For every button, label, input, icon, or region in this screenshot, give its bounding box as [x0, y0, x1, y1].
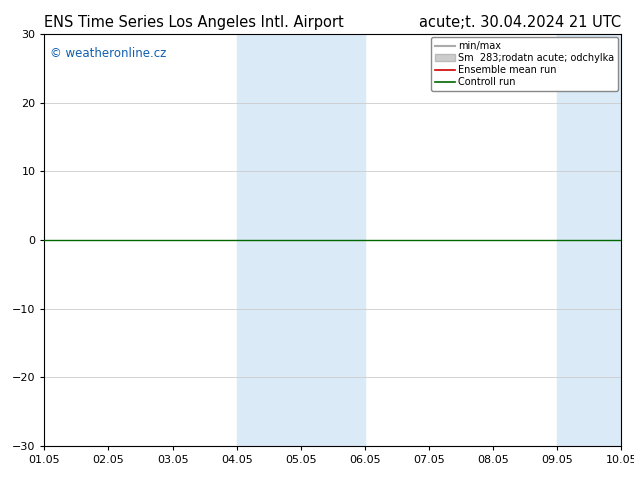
Bar	[236, 34, 365, 446]
Legend: min/max, Sm  283;rodatn acute; odchylka, Ensemble mean run, Controll run: min/max, Sm 283;rodatn acute; odchylka, …	[431, 37, 618, 91]
Bar	[557, 34, 621, 446]
Text: acute;t. 30.04.2024 21 UTC: acute;t. 30.04.2024 21 UTC	[419, 15, 621, 30]
Text: ENS Time Series Los Angeles Intl. Airport: ENS Time Series Los Angeles Intl. Airpor…	[44, 15, 344, 30]
Text: © weatheronline.cz: © weatheronline.cz	[50, 47, 167, 60]
